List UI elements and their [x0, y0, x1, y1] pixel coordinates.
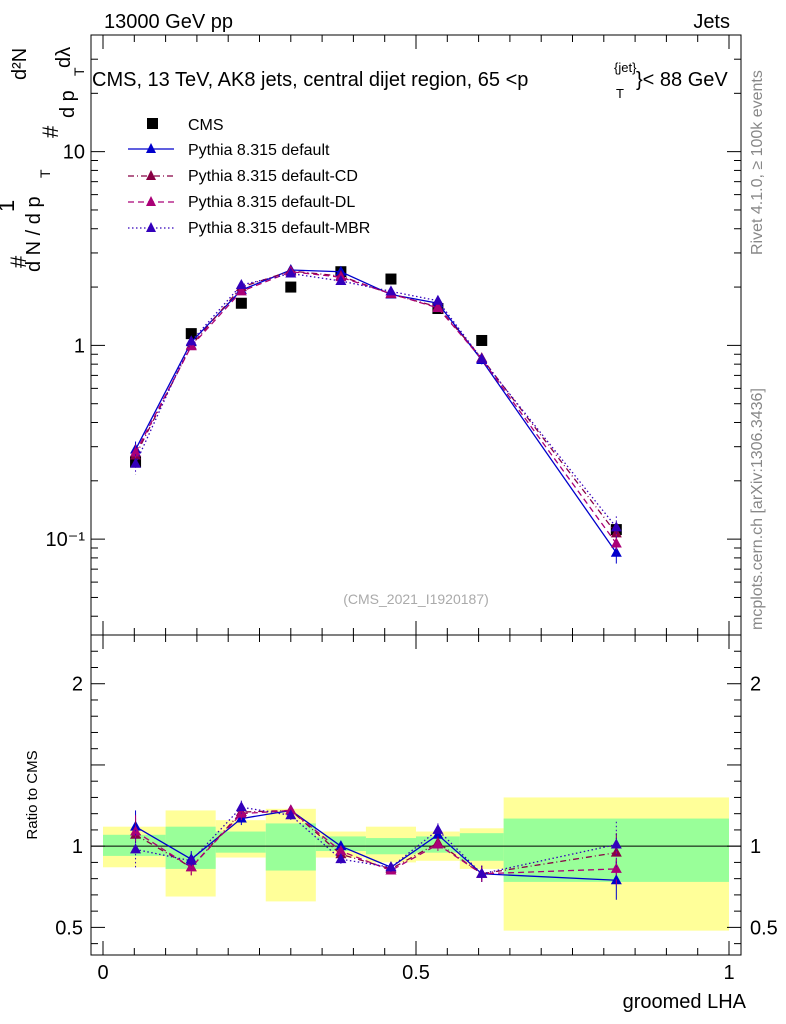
mcplots-label: mcplots.cern.ch [arXiv:1306.3436]	[749, 388, 766, 630]
ratio-series-marker	[610, 838, 622, 849]
legend-marker-mbr	[146, 222, 156, 232]
ratio-series-marker	[235, 807, 247, 818]
main-series-marker	[610, 546, 622, 557]
ratio-series-marker	[130, 843, 142, 854]
main-ytick-label: 10⁻¹	[46, 529, 86, 551]
axes-frames: 10⁻¹ 1 10 0.5 0.5 1 1 2 2 0 0.5 1	[46, 34, 778, 984]
ratio-series-marker	[432, 823, 444, 834]
ratio-series-marker	[335, 845, 347, 856]
legend-label-mbr: Pythia 8.315 default-MBR	[188, 220, 370, 237]
main-series-line	[134, 272, 617, 528]
main-title: CMS, 13 TeV, AK8 jets, central dijet reg…	[92, 60, 728, 101]
ratio-uncertainty-bands	[103, 797, 729, 931]
main-series-marker	[432, 294, 444, 305]
green-band-7	[459, 833, 504, 861]
main-series-0	[130, 266, 622, 536]
xtick-label: 1	[723, 962, 734, 984]
legend-label-dl: Pythia 8.315 default-DL	[188, 194, 355, 211]
ylabel-dlambda: dλ	[53, 47, 75, 68]
ratio-ytick-label-right: 1	[750, 836, 761, 858]
main-series-marker	[130, 446, 142, 457]
cms-data-point	[476, 334, 488, 346]
ratio-series-3	[130, 800, 622, 882]
main-series-line	[134, 270, 617, 534]
header-right-label: Jets	[693, 11, 730, 33]
x-axis-label: groomed LHA	[623, 991, 747, 1013]
main-series-marker	[335, 274, 347, 285]
cms-data-point	[285, 281, 297, 293]
cms-data-point	[385, 273, 397, 285]
legend-marker-dl	[146, 196, 156, 206]
main-ytick-label: 1	[74, 335, 85, 357]
main-title-end: }< 88 GeV	[636, 69, 728, 91]
legend: CMS Pythia 8.315 default Pythia 8.315 de…	[128, 117, 370, 237]
main-title-sup: {jet}	[614, 60, 637, 75]
ratio-series-marker	[476, 867, 488, 878]
legend-marker-cms	[147, 118, 158, 129]
legend-label-cd: Pythia 8.315 default-CD	[188, 168, 358, 185]
xtick-label: 0	[97, 962, 108, 984]
main-series-marker	[285, 267, 297, 278]
main-series-3	[130, 265, 622, 555]
main-series-marker	[476, 353, 488, 364]
ylabel-hash-1: #	[6, 255, 31, 268]
main-series-marker	[130, 457, 142, 468]
main-series-line	[134, 271, 617, 544]
green-band-3	[265, 823, 316, 871]
main-series-marker	[432, 301, 444, 312]
header-left-label: 13000 GeV pp	[104, 11, 233, 33]
main-series-4	[130, 267, 622, 541]
main-series-marker	[185, 335, 197, 346]
main-series-2	[130, 265, 622, 545]
ratio-series-line	[135, 806, 617, 875]
xtick-label: 0.5	[402, 962, 430, 984]
ratio-series	[130, 800, 622, 900]
ylabel-dpt: d p	[57, 90, 79, 118]
main-series-line	[134, 269, 617, 554]
ratio-series-marker	[385, 861, 397, 872]
ratio-ytick-label-left: 0.5	[55, 917, 83, 939]
ratio-series-marker	[610, 874, 622, 885]
main-series-marker	[610, 537, 622, 548]
legend-marker-default	[146, 143, 156, 153]
ratio-series-marker	[235, 801, 247, 812]
ylabel-hash-2: #	[38, 125, 63, 138]
main-series-marker	[385, 285, 397, 296]
ratio-series-marker	[185, 854, 197, 865]
ylabel-t2: T	[71, 67, 87, 76]
green-band-2	[215, 831, 266, 853]
main-ytick-label: 10	[63, 142, 85, 164]
legend-marker-cd	[146, 170, 156, 180]
ylabel-one: 1	[0, 200, 19, 212]
ratio-ytick-label-left: 2	[72, 674, 83, 696]
ratio-ylabel: Ratio to CMS	[24, 750, 41, 839]
main-title-sub: T	[616, 86, 624, 101]
ylabel-t1: T	[37, 169, 53, 178]
ylabel-d2n: d²N	[9, 48, 31, 80]
ratio-series-marker	[285, 809, 297, 820]
ratio-ytick-label-right: 0.5	[750, 917, 778, 939]
cms-data-point	[235, 297, 247, 309]
ratio-series-marker	[185, 861, 197, 872]
legend-label-default: Pythia 8.315 default	[188, 142, 330, 159]
legend-label-cms: CMS	[188, 117, 224, 134]
main-series-marker	[235, 278, 247, 289]
ratio-ytick-label-right: 2	[750, 674, 761, 696]
ylabel-dn: d N / d p	[23, 196, 45, 272]
ratio-series-marker	[432, 838, 444, 849]
ratio-series-marker	[335, 853, 347, 864]
main-series-marker	[610, 521, 622, 532]
cms-data-point	[185, 328, 197, 340]
analysis-watermark: (CMS_2021_I1920187)	[343, 591, 489, 607]
main-series-marker	[235, 285, 247, 296]
green-band-0	[103, 834, 166, 856]
main-ylabel: # 1 d N / d p T d²N # d p T dλ	[0, 47, 87, 272]
main-series-1	[130, 263, 622, 564]
main-series	[130, 263, 622, 564]
ratio-ytick-label-left: 1	[72, 836, 83, 858]
rivet-version-label: Rivet 4.1.0, ≥ 100k events	[749, 70, 766, 255]
ratio-series-marker	[610, 862, 622, 873]
main-title-text: CMS, 13 TeV, AK8 jets, central dijet reg…	[92, 69, 528, 91]
